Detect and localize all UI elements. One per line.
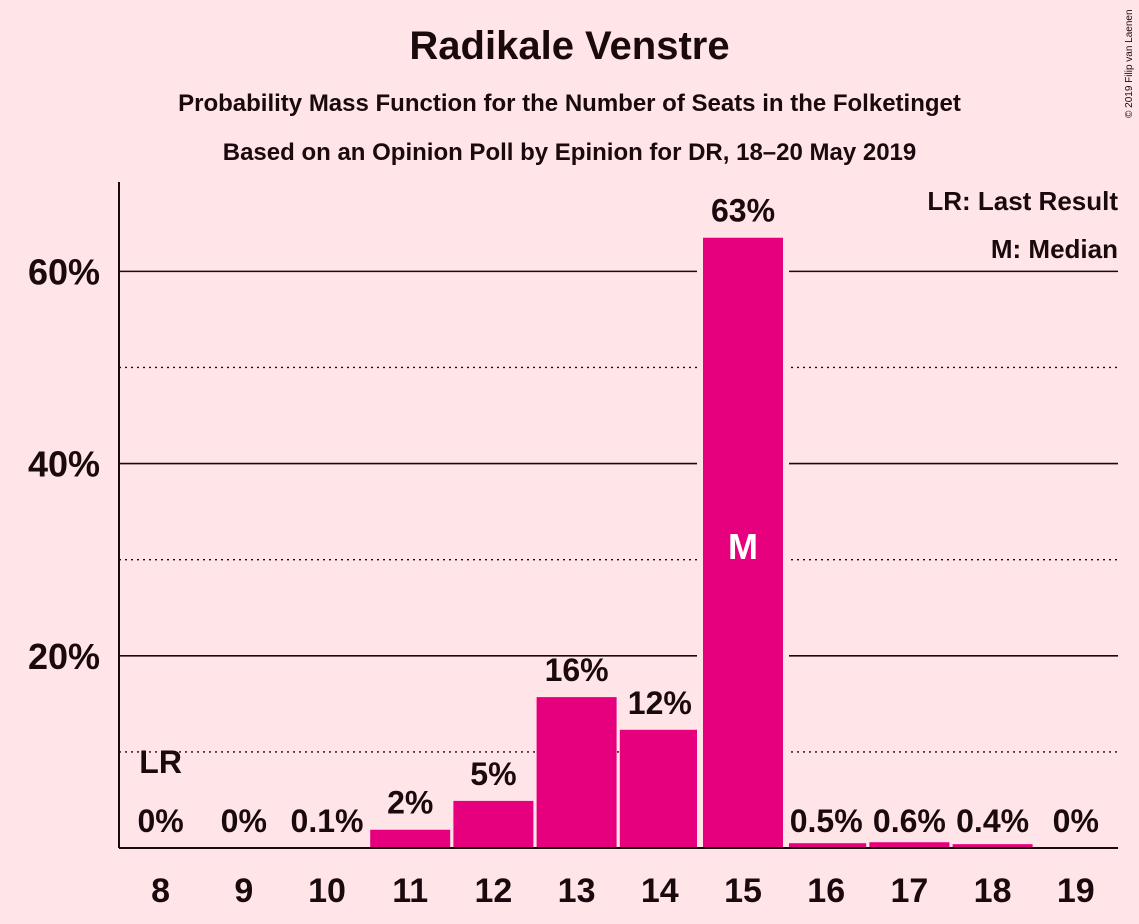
value-label: 0% bbox=[221, 803, 267, 839]
value-label: 5% bbox=[470, 756, 516, 792]
bar-seats-11 bbox=[370, 829, 451, 848]
x-tick-label: 19 bbox=[1057, 872, 1095, 910]
chart-title: Radikale Venstre bbox=[409, 24, 730, 68]
x-tick-label: 12 bbox=[474, 872, 512, 910]
bar-seats-13 bbox=[536, 697, 617, 848]
x-tick-label: 10 bbox=[308, 872, 346, 910]
bar-seats-15 bbox=[703, 237, 783, 849]
x-tick-label: 8 bbox=[151, 872, 170, 910]
legend-entry: M: Median bbox=[991, 234, 1118, 264]
y-tick-label: 20% bbox=[28, 636, 100, 677]
x-tick-label: 18 bbox=[974, 872, 1012, 910]
bar-gap-left bbox=[697, 197, 703, 849]
chart-subtitle-poll: Based on an Opinion Poll by Epinion for … bbox=[222, 139, 917, 166]
bar-seats-14 bbox=[619, 729, 700, 848]
median-marker: M bbox=[728, 526, 758, 567]
value-label: 12% bbox=[628, 685, 692, 721]
bar-seats-16 bbox=[786, 843, 867, 848]
bar-seats-12 bbox=[453, 800, 534, 848]
x-tick-label: 11 bbox=[392, 872, 428, 910]
x-tick-label: 9 bbox=[234, 872, 253, 910]
x-tick-label: 15 bbox=[724, 872, 762, 910]
value-label: 0.5% bbox=[790, 803, 863, 839]
value-label: 0.4% bbox=[956, 803, 1029, 839]
value-label: 0% bbox=[1053, 803, 1099, 839]
bar-seats-17 bbox=[869, 842, 950, 848]
value-label: 0% bbox=[137, 803, 183, 839]
bar-gap-right bbox=[783, 197, 789, 849]
chart-subtitle: Probability Mass Function for the Number… bbox=[178, 90, 961, 117]
value-label: 63% bbox=[711, 193, 775, 229]
last-result-marker: LR bbox=[139, 744, 182, 780]
bar-seats-18 bbox=[952, 844, 1033, 848]
y-tick-label: 40% bbox=[28, 444, 100, 485]
value-label: 2% bbox=[387, 785, 433, 821]
x-tick-label: 16 bbox=[807, 872, 845, 910]
value-label: 16% bbox=[545, 652, 609, 688]
x-tick-label: 17 bbox=[890, 872, 928, 910]
value-label: 0.6% bbox=[873, 803, 946, 839]
y-tick-label: 60% bbox=[28, 251, 100, 292]
value-label: 0.1% bbox=[291, 803, 364, 839]
legend-background bbox=[932, 188, 1122, 266]
x-tick-label: 14 bbox=[641, 872, 679, 910]
legend-entry: LR: Last Result bbox=[927, 186, 1118, 216]
x-tick-label: 13 bbox=[558, 872, 596, 910]
